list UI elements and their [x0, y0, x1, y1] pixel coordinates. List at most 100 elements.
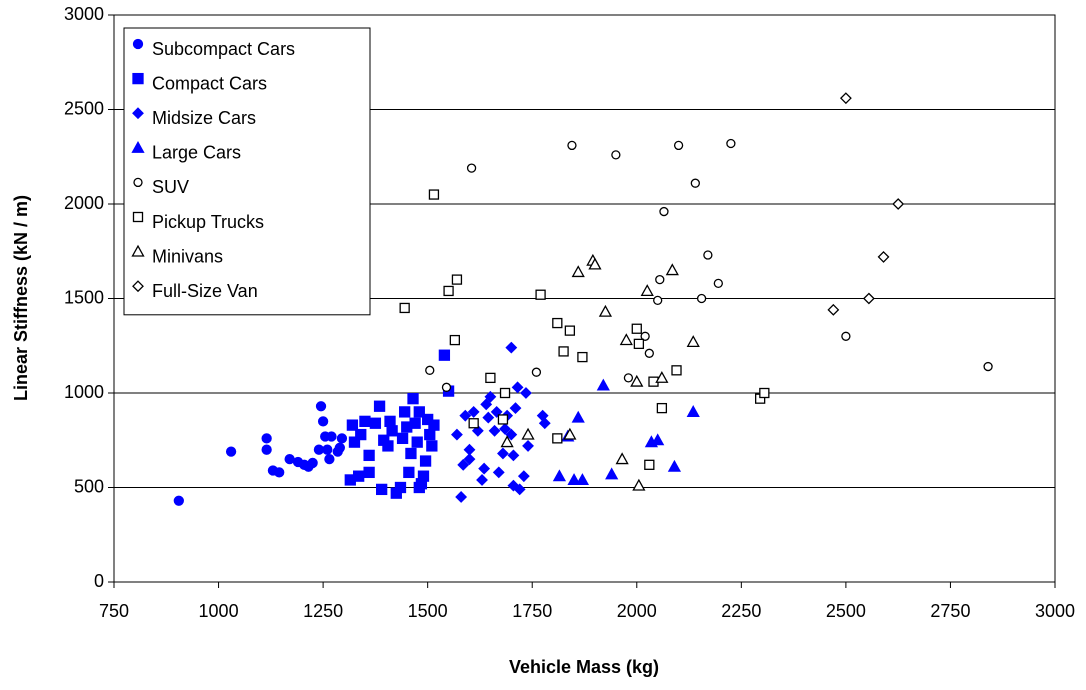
- point: [633, 338, 645, 350]
- point: [348, 436, 361, 448]
- point: [261, 433, 272, 444]
- legend-marker: [133, 177, 143, 188]
- point: [511, 381, 524, 394]
- point: [696, 293, 707, 304]
- point: [713, 278, 723, 289]
- point: [313, 444, 325, 455]
- point: [567, 140, 577, 151]
- point: [373, 400, 386, 412]
- point: [505, 341, 518, 354]
- point: [409, 417, 421, 429]
- point: [644, 348, 654, 358]
- point: [759, 387, 770, 399]
- legend-label: Minivans: [152, 246, 223, 266]
- point: [324, 453, 335, 465]
- point: [407, 393, 419, 405]
- point: [480, 398, 493, 411]
- point: [517, 470, 530, 483]
- point: [575, 473, 590, 485]
- point: [466, 163, 477, 173]
- point: [424, 428, 436, 441]
- legend-label: Full-Size Van: [152, 281, 258, 301]
- point: [336, 433, 348, 444]
- point: [564, 325, 576, 336]
- point: [656, 402, 668, 414]
- point: [577, 351, 588, 363]
- legend-label: Large Cars: [152, 143, 241, 163]
- point: [426, 440, 438, 452]
- point: [513, 483, 526, 496]
- point: [307, 457, 318, 469]
- point: [509, 402, 522, 415]
- legend-marker: [132, 107, 144, 120]
- point: [690, 178, 700, 188]
- point: [596, 378, 610, 391]
- point: [428, 189, 440, 200]
- point: [467, 405, 480, 418]
- point: [326, 431, 337, 442]
- point: [686, 335, 700, 348]
- point: [225, 446, 237, 457]
- point: [726, 138, 736, 149]
- point: [563, 427, 577, 440]
- y-tick-label: 0: [94, 571, 104, 591]
- point: [630, 374, 644, 387]
- point: [667, 459, 682, 472]
- point: [413, 406, 425, 418]
- point: [552, 469, 567, 482]
- legend-marker: [131, 140, 145, 153]
- point: [443, 285, 454, 297]
- point: [376, 483, 388, 496]
- x-tick-label: 1000: [199, 601, 239, 621]
- point: [382, 440, 394, 452]
- legend-marker: [132, 72, 144, 85]
- y-tick-label: 2000: [64, 193, 104, 213]
- legend-marker: [132, 211, 144, 223]
- point: [459, 409, 472, 422]
- point: [605, 467, 619, 480]
- y-tick-label: 2500: [64, 98, 104, 118]
- point: [403, 466, 415, 479]
- point: [598, 304, 613, 317]
- point: [417, 470, 430, 482]
- point: [623, 373, 634, 383]
- x-tick-label: 3000: [1035, 601, 1075, 621]
- point: [322, 444, 333, 455]
- point: [346, 419, 359, 431]
- point: [492, 466, 505, 479]
- point: [413, 481, 425, 494]
- point: [363, 449, 375, 462]
- point: [651, 433, 665, 446]
- legend-label: Compact Cars: [152, 73, 267, 93]
- point: [862, 292, 875, 305]
- point: [686, 405, 700, 417]
- x-tick-label: 1750: [512, 601, 552, 621]
- x-tick-label: 2500: [826, 601, 866, 621]
- point: [353, 470, 365, 482]
- point: [558, 346, 569, 357]
- point: [488, 424, 501, 437]
- point: [531, 367, 542, 377]
- point: [449, 334, 461, 346]
- point: [478, 462, 491, 475]
- point: [261, 444, 272, 455]
- point: [552, 317, 563, 329]
- point: [839, 92, 852, 105]
- point: [482, 411, 495, 424]
- y-tick-label: 500: [74, 476, 104, 496]
- point: [485, 372, 496, 384]
- point: [317, 416, 329, 427]
- point: [363, 466, 375, 479]
- point: [499, 387, 511, 399]
- point: [571, 410, 585, 423]
- legend: [123, 27, 371, 316]
- legend-marker: [132, 38, 144, 50]
- point: [892, 198, 905, 210]
- point: [355, 428, 367, 441]
- point: [455, 491, 468, 503]
- point: [653, 295, 663, 306]
- point: [522, 440, 534, 452]
- point: [500, 435, 514, 448]
- point: [422, 413, 434, 426]
